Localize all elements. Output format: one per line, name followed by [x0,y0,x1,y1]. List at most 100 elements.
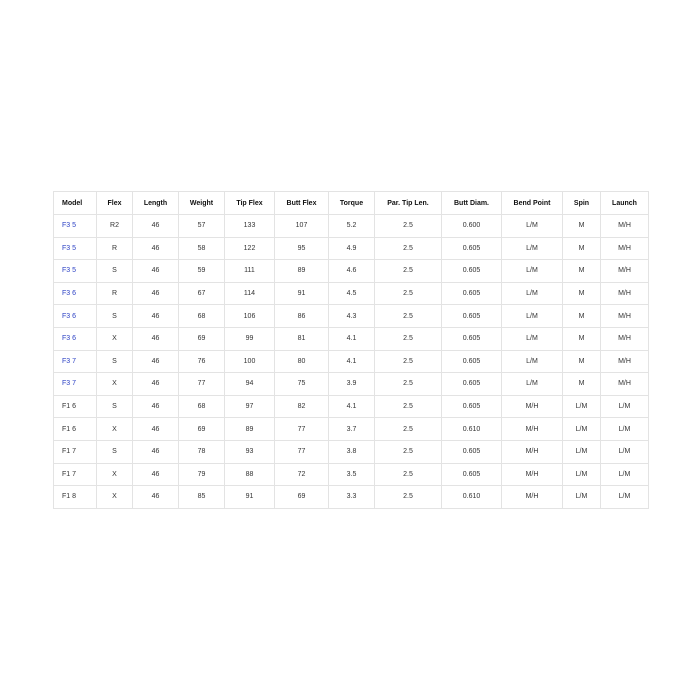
cell-par-tip-len: 2.5 [374,281,442,306]
model-link[interactable]: F3 5 [62,244,77,252]
cell-spin: L/M [562,394,601,419]
table-row: F3 5 S 46 59 111 89 4.6 2.5 0.605 L/M M M/H [53,259,649,283]
header-weight: Weight [178,191,225,215]
cell-butt-flex: 82 [274,394,329,419]
model-cell[interactable]: F3 5 [53,214,97,238]
model-cell[interactable]: F3 7 [53,349,97,374]
cell-tip-flex: 99 [224,326,275,351]
cell-length: 46 [132,462,179,487]
cell-tip-flex: 93 [224,439,275,464]
header-par-tip-len: Par. Tip Len. [374,191,442,215]
model-cell[interactable]: F3 6 [53,326,97,351]
cell-par-tip-len: 2.5 [374,259,442,283]
cell-spin: L/M [562,485,601,509]
cell-tip-flex: 89 [224,417,275,441]
cell-launch: L/M [600,462,649,487]
cell-torque: 5.2 [328,214,375,238]
table-row: F1 7 X 46 79 88 72 3.5 2.5 0.605 M/H L/M L/M [53,462,649,487]
cell-butt-flex: 80 [274,349,329,374]
cell-butt-diam: 0.610 [441,485,502,509]
cell-tip-flex: 114 [224,281,275,306]
header-length: Length [132,191,179,215]
model-cell[interactable]: F3 6 [53,304,97,328]
cell-bend-point: L/M [501,304,563,328]
cell-launch: M/H [600,259,649,283]
cell-par-tip-len: 2.5 [374,485,442,509]
cell-length: 46 [132,281,179,306]
model-cell[interactable]: F3 5 [53,236,97,261]
cell-weight: 85 [178,485,225,509]
cell-spin: M [562,236,601,261]
cell-bend-point: M/H [501,485,563,509]
cell-butt-flex: 75 [274,372,329,396]
cell-bend-point: L/M [501,349,563,374]
cell-weight: 59 [178,259,225,283]
model-link[interactable]: F3 5 [62,267,77,275]
cell-torque: 4.1 [328,349,375,374]
cell-bend-point: L/M [501,214,563,238]
cell-par-tip-len: 2.5 [374,462,442,487]
model-link[interactable]: F3 6 [62,290,77,298]
table-row: F1 8 X 46 85 91 69 3.3 2.5 0.610 M/H L/M L/M [53,485,649,509]
cell-tip-flex: 122 [224,236,275,261]
cell-butt-flex: 91 [274,281,329,306]
cell-butt-diam: 0.605 [441,394,502,419]
model-text: F1 6 [62,425,77,433]
cell-tip-flex: 97 [224,394,275,419]
cell-length: 46 [132,485,179,509]
table-row: F3 7 X 46 77 94 75 3.9 2.5 0.605 L/M M M/H [53,372,649,396]
cell-torque: 3.9 [328,372,375,396]
cell-flex: R2 [96,214,133,238]
cell-length: 46 [132,417,179,441]
cell-tip-flex: 91 [224,485,275,509]
header-bend-point: Bend Point [501,191,563,215]
cell-weight: 69 [178,326,225,351]
cell-weight: 68 [178,394,225,419]
cell-butt-diam: 0.605 [441,349,502,374]
cell-butt-flex: 77 [274,439,329,464]
table-row: F3 6 X 46 69 99 81 4.1 2.5 0.605 L/M M M/H [53,326,649,351]
model-cell[interactable]: F3 6 [53,281,97,306]
cell-launch: L/M [600,485,649,509]
model-cell[interactable]: F3 7 [53,372,97,396]
cell-butt-diam: 0.610 [441,417,502,441]
table-row: F3 6 R 46 67 114 91 4.5 2.5 0.605 L/M M M/H [53,281,649,306]
cell-tip-flex: 100 [224,349,275,374]
cell-flex: S [96,349,133,374]
cell-spin: M [562,326,601,351]
model-link[interactable]: F3 7 [62,380,77,388]
model-link[interactable]: F3 5 [62,222,77,230]
cell-torque: 4.3 [328,304,375,328]
cell-butt-flex: 69 [274,485,329,509]
cell-flex: S [96,439,133,464]
cell-spin: M [562,304,601,328]
cell-flex: X [96,462,133,487]
cell-launch: M/H [600,281,649,306]
cell-bend-point: M/H [501,394,563,419]
header-butt-flex: Butt Flex [274,191,329,215]
header-flex: Flex [96,191,133,215]
model-text: F1 7 [62,470,77,478]
cell-par-tip-len: 2.5 [374,439,442,464]
model-cell[interactable]: F3 5 [53,259,97,283]
table-row: F3 5 R 46 58 122 95 4.9 2.5 0.605 L/M M M/H [53,236,649,261]
cell-torque: 3.7 [328,417,375,441]
cell-length: 46 [132,326,179,351]
model-text: F1 8 [62,493,77,501]
cell-spin: M [562,259,601,283]
cell-bend-point: M/H [501,417,563,441]
model-link[interactable]: F3 7 [62,357,77,365]
model-link[interactable]: F3 6 [62,335,77,343]
cell-length: 46 [132,236,179,261]
cell-par-tip-len: 2.5 [374,236,442,261]
model-link[interactable]: F3 6 [62,312,77,320]
cell-launch: M/H [600,349,649,374]
model-cell: F1 7 [53,439,97,464]
cell-tip-flex: 106 [224,304,275,328]
cell-par-tip-len: 2.5 [374,372,442,396]
cell-bend-point: L/M [501,326,563,351]
cell-weight: 76 [178,349,225,374]
cell-torque: 4.1 [328,326,375,351]
model-cell: F1 7 [53,462,97,487]
